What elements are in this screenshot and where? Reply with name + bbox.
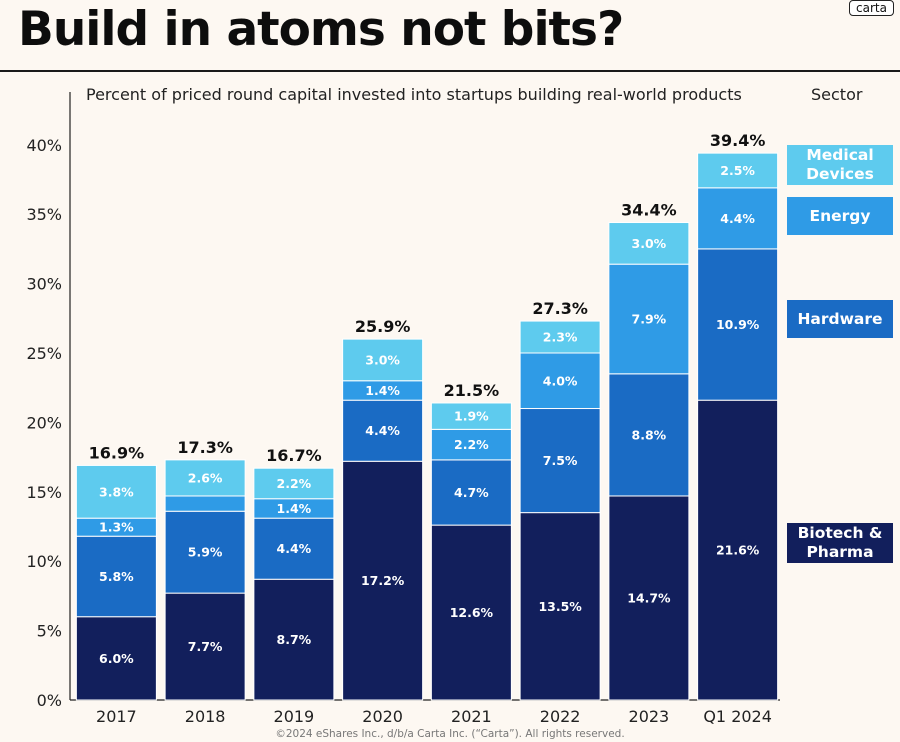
data-label: 7.9% <box>632 311 667 326</box>
data-label: 4.0% <box>543 373 578 388</box>
x-tick-label: Q1 2024 <box>703 707 772 726</box>
legend-item-hardware: Hardware <box>787 300 893 338</box>
data-label: 5.8% <box>99 569 134 584</box>
data-label: 14.7% <box>627 590 671 605</box>
data-label: 12.6% <box>450 605 494 620</box>
data-label: 1.4% <box>277 501 312 516</box>
legend-item-medical-devices: Medical Devices <box>787 145 893 185</box>
bar-segment <box>75 535 157 618</box>
data-label: 3.8% <box>99 484 134 499</box>
data-label: 4.7% <box>454 485 489 500</box>
legend-label: Hardware <box>797 309 883 328</box>
data-label: 5.9% <box>188 545 223 560</box>
y-tick-label: 5% <box>37 622 62 641</box>
bar-segment <box>342 460 424 701</box>
data-label: 8.7% <box>277 632 312 647</box>
data-label: 3.0% <box>632 236 667 251</box>
carta-logo: carta <box>849 0 894 16</box>
y-tick-label: 20% <box>26 413 62 432</box>
data-label: 1.4% <box>365 383 400 398</box>
bar-segment <box>519 512 601 701</box>
x-tick-label: 2018 <box>185 707 226 726</box>
total-label: 21.5% <box>444 381 500 400</box>
title-divider <box>0 70 900 72</box>
data-label: 17.2% <box>361 573 405 588</box>
copyright-footer: ©2024 eShares Inc., d/b/a Carta Inc. (“C… <box>275 728 625 740</box>
x-tick-label: 2019 <box>274 707 315 726</box>
x-tick-label: 2022 <box>540 707 581 726</box>
bar-segment <box>430 428 512 461</box>
y-tick-label: 30% <box>26 275 62 294</box>
y-tick-label: 10% <box>26 552 62 571</box>
bar-segment <box>430 459 512 526</box>
legend-label: Energy <box>809 206 871 225</box>
bar-segment <box>697 152 779 189</box>
data-label: 2.2% <box>277 476 312 491</box>
data-label: 8.8% <box>632 427 667 442</box>
data-label: 1.9% <box>454 409 489 424</box>
legend-label: Biotech & Pharma <box>797 524 883 561</box>
total-label: 25.9% <box>355 317 411 336</box>
legend-title: Sector <box>811 85 863 104</box>
data-label: 10.9% <box>716 317 760 332</box>
data-label: 7.5% <box>543 453 578 468</box>
data-label: 4.4% <box>365 423 400 438</box>
bar-segment <box>608 263 690 375</box>
chart-subtitle: Percent of priced round capital invested… <box>86 85 742 104</box>
x-tick-label: 2020 <box>362 707 403 726</box>
x-tick-label: 2017 <box>96 707 137 726</box>
bar-segment <box>342 399 424 462</box>
bar-segment <box>75 464 157 519</box>
total-label: 27.3% <box>532 299 588 318</box>
bar-segment <box>519 320 601 354</box>
data-label: 2.5% <box>720 163 755 178</box>
x-tick-label: 2021 <box>451 707 492 726</box>
legend-label: Medical Devices <box>806 146 874 183</box>
total-label: 34.4% <box>621 201 677 220</box>
data-label: 13.5% <box>538 599 582 614</box>
legend-item-energy: Energy <box>787 197 893 235</box>
data-label: 21.6% <box>716 543 760 558</box>
data-label: 7.7% <box>188 639 223 654</box>
bar-segment <box>164 459 246 497</box>
y-tick-label: 35% <box>26 205 62 224</box>
total-label: 16.7% <box>266 446 322 465</box>
bar-segment <box>608 373 690 497</box>
bar-segment <box>164 510 246 594</box>
total-label: 16.9% <box>89 443 145 462</box>
data-label: 3.0% <box>365 352 400 367</box>
bar-segment <box>342 338 424 382</box>
bar-segment <box>164 495 246 512</box>
bar-segment <box>253 467 335 500</box>
data-label: 2.6% <box>188 470 223 485</box>
bar-segment <box>253 578 335 701</box>
bar-segment <box>164 592 246 701</box>
bar-segment <box>519 352 601 410</box>
data-label: 2.2% <box>454 437 489 452</box>
bar-segment <box>608 495 690 701</box>
bar-segment <box>430 524 512 701</box>
bar-segment <box>519 408 601 514</box>
data-label: 6.0% <box>99 651 134 666</box>
total-label: 39.4% <box>710 131 766 150</box>
data-label: 4.4% <box>720 211 755 226</box>
chart-title: Build in atoms not bits? <box>18 2 624 57</box>
bar-segment <box>608 222 690 265</box>
data-label: 2.3% <box>543 330 578 345</box>
bar-segment <box>697 399 779 701</box>
bar-segment <box>430 402 512 430</box>
legend-item-biotech-pharma: Biotech & Pharma <box>787 523 893 563</box>
y-tick-label: 15% <box>26 483 62 502</box>
x-tick-label: 2023 <box>629 707 670 726</box>
bar-segment <box>697 187 779 250</box>
y-tick-label: 25% <box>26 344 62 363</box>
y-tick-label: 40% <box>26 136 62 155</box>
bar-segment <box>697 248 779 401</box>
total-label: 17.3% <box>177 438 233 457</box>
y-tick-label: 0% <box>37 691 62 710</box>
data-label: 4.4% <box>277 541 312 556</box>
data-label: 1.3% <box>99 520 134 535</box>
bar-segment <box>75 616 157 701</box>
